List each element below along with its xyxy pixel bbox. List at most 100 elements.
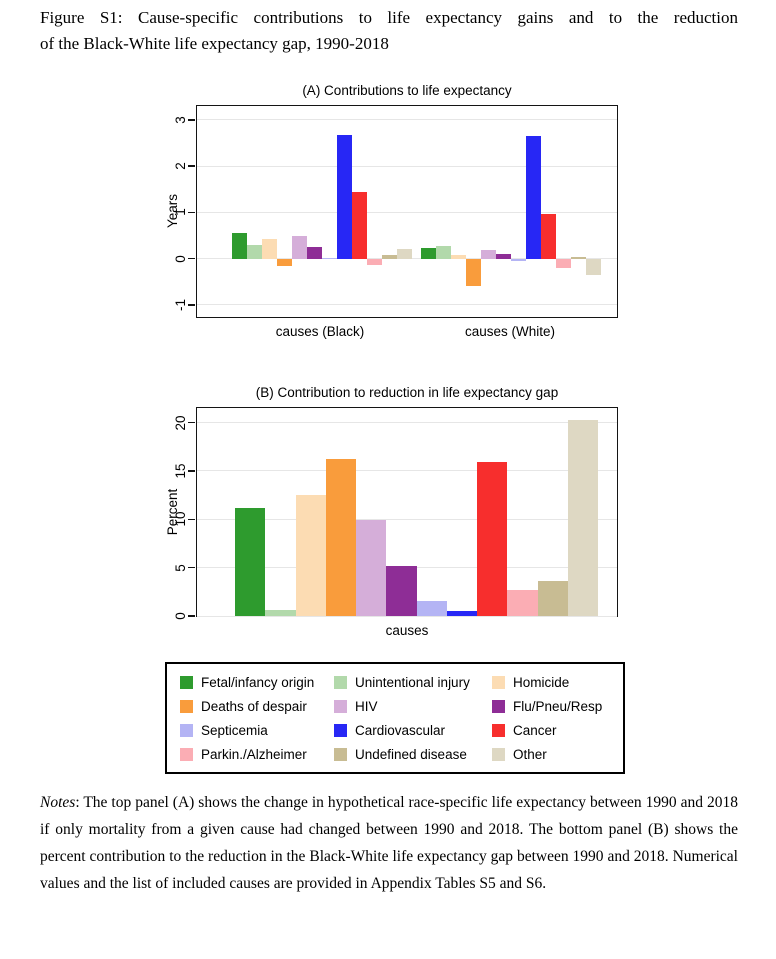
- cancer-swatch: [492, 723, 505, 737]
- bar-causes-black-deaths-of-despair: [277, 258, 292, 267]
- bar-deaths-of-despair: [325, 459, 356, 616]
- y-tick: [188, 257, 195, 260]
- bar-causes-white-parkin-alzheimer: [556, 258, 571, 268]
- panel-b-plot: 0 5 10 15 20: [173, 407, 618, 620]
- bar-fetal-infancy-origin: [235, 507, 266, 616]
- undefined-disease-swatch: [334, 747, 347, 761]
- notes-body: : The top panel (A) shows the change in …: [40, 794, 738, 892]
- panel-b-x-axis-label: causes: [385, 623, 429, 638]
- bar-parkin-alzheimer: [507, 589, 538, 616]
- panel-a-x-axis: causes (Black) causes (White): [196, 324, 618, 342]
- gridline: [197, 615, 617, 617]
- bar-hiv: [356, 520, 387, 616]
- y-tick: [188, 615, 195, 617]
- bar-causes-black-cancer: [352, 191, 367, 259]
- y-tick: [188, 421, 195, 424]
- y-tick-label: 20: [172, 414, 188, 431]
- fetal-infancy-origin-swatch: [180, 675, 193, 689]
- legend-label: Cancer: [513, 722, 557, 738]
- y-tick: [188, 304, 195, 306]
- gridline: [197, 119, 617, 121]
- y-tick-label: 15: [172, 463, 188, 479]
- bar-causes-white-flu-pneu-resp: [496, 254, 511, 259]
- panel-a-group-label-black: causes (Black): [275, 324, 365, 339]
- cardiovascular-swatch: [334, 723, 347, 737]
- legend-label: Cardiovascular: [355, 722, 446, 738]
- gridline: [197, 211, 617, 213]
- legend-label: Unintentional injury: [355, 674, 470, 690]
- legend-item-unintentional-injury: Unintentional injury: [334, 672, 492, 692]
- bar-causes-black-septicemia: [322, 257, 337, 259]
- bar-undefined-disease: [537, 581, 568, 616]
- bar-causes-white-unintentional-injury: [436, 246, 451, 259]
- bar-causes-black-unintentional-injury: [247, 245, 262, 259]
- figure-caption-line1: Figure S1: Cause-specific contributions …: [40, 8, 738, 27]
- bar-causes-black-other: [397, 248, 412, 259]
- y-tick: [188, 165, 195, 167]
- other-swatch: [492, 747, 505, 761]
- bar-unintentional-injury: [265, 610, 296, 616]
- unintentional-injury-swatch: [334, 675, 347, 689]
- bar-causes-black-undefined-disease: [382, 254, 397, 259]
- panel-a-group-label-white: causes (White): [464, 324, 556, 339]
- bar-causes-white-hiv: [481, 249, 496, 259]
- septicemia-swatch: [180, 723, 193, 737]
- bar-causes-white-undefined-disease: [571, 257, 586, 259]
- gridline: [197, 518, 617, 520]
- bar-causes-black-cardiovascular: [337, 135, 352, 259]
- y-tick-label: 0: [172, 612, 188, 620]
- legend-label: Flu/Pneu/Resp: [513, 698, 603, 714]
- legend-item-flu-pneu-resp: Flu/Pneu/Resp: [492, 696, 623, 716]
- bar-causes-black-homicide: [262, 239, 277, 259]
- legend-item-homicide: Homicide: [492, 672, 623, 692]
- legend-label: Homicide: [513, 674, 570, 690]
- figure-caption: Figure S1: Cause-specific contributions …: [40, 5, 738, 57]
- gridline: [197, 422, 617, 423]
- gridline: [197, 165, 617, 167]
- notes-paragraph: Notes: The top panel (A) shows the chang…: [40, 789, 738, 897]
- bar-causes-black-fetal-infancy-origin: [232, 233, 247, 259]
- parkin-alzheimer-swatch: [180, 747, 193, 761]
- bar-causes-white-other: [586, 258, 601, 275]
- bar-flu-pneu-resp: [386, 565, 417, 616]
- deaths-of-despair-swatch: [180, 699, 193, 713]
- panel-a-plot: -1 0 1 2 3: [173, 105, 618, 318]
- y-tick: [188, 566, 195, 569]
- bar-septicemia: [416, 601, 447, 616]
- y-tick-label: -1: [172, 298, 188, 311]
- y-tick-label: 10: [172, 511, 188, 527]
- legend-label: Deaths of despair: [201, 698, 307, 714]
- legend-label: Parkin./Alzheimer: [201, 746, 307, 762]
- panel-b-title: (B) Contribution to reduction in life ex…: [255, 385, 559, 400]
- y-tick-label: 0: [172, 254, 188, 263]
- bar-causes-white-fetal-infancy-origin: [421, 248, 436, 259]
- legend-item-deaths-of-despair: Deaths of despair: [180, 696, 334, 716]
- gridline: [197, 304, 617, 306]
- y-tick: [188, 119, 195, 121]
- bar-causes-black-parkin-alzheimer: [367, 258, 382, 265]
- legend-item-parkin-alzheimer: Parkin./Alzheimer: [180, 744, 334, 764]
- y-tick-label: 1: [172, 208, 188, 217]
- y-tick-label: 5: [172, 563, 188, 572]
- bar-causes-black-flu-pneu-resp: [307, 246, 322, 259]
- bar-causes-white-deaths-of-despair: [466, 258, 481, 287]
- gridline: [197, 258, 617, 260]
- legend-item-cancer: Cancer: [492, 720, 623, 740]
- panel-a-title: (A) Contributions to life expectancy: [302, 83, 512, 98]
- figure-caption-line2: of the Black-White life expectancy gap, …: [40, 34, 389, 53]
- legend-item-undefined-disease: Undefined disease: [334, 744, 492, 764]
- notes-label: Notes: [40, 794, 76, 811]
- legend-label: Fetal/infancy origin: [201, 674, 315, 690]
- legend-item-fetal-infancy-origin: Fetal/infancy origin: [180, 672, 334, 692]
- legend-item-other: Other: [492, 744, 623, 764]
- legend-item-hiv: HIV: [334, 696, 492, 716]
- bar-homicide: [295, 495, 326, 616]
- legend-label: Other: [513, 746, 547, 762]
- hiv-swatch: [334, 699, 347, 713]
- gridline: [197, 470, 617, 472]
- bar-cardiovascular: [446, 611, 477, 616]
- legend-item-septicemia: Septicemia: [180, 720, 334, 740]
- y-tick-label: 2: [172, 162, 188, 170]
- y-tick: [188, 211, 195, 214]
- bar-causes-white-septicemia: [511, 258, 526, 261]
